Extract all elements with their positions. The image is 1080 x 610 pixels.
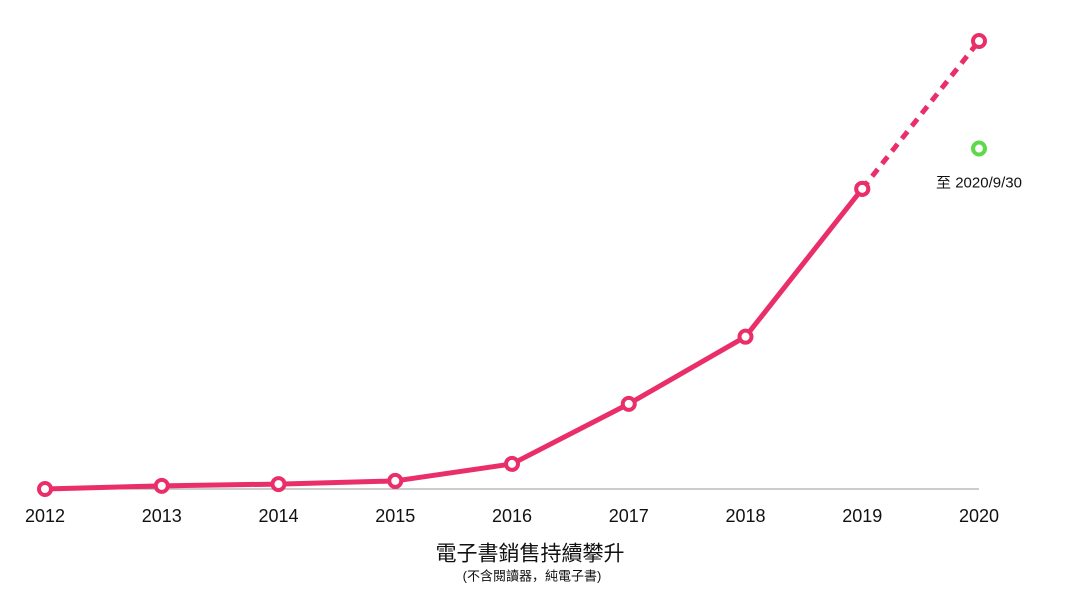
point <box>971 33 987 49</box>
line <box>860 39 981 191</box>
x-tick-label: 2020 <box>959 506 999 526</box>
x-tick-label: 2016 <box>492 506 532 526</box>
point <box>971 140 987 157</box>
x-tick-label: 2014 <box>258 506 298 526</box>
point <box>737 328 754 345</box>
x-tick-label: 2018 <box>725 506 765 526</box>
chart-subtitle: (不含閱讀器，純電子書) <box>463 568 602 583</box>
point <box>854 180 871 197</box>
point <box>270 476 287 493</box>
x-tick-label: 2012 <box>25 506 65 526</box>
point <box>37 481 53 497</box>
x-tick-label: 2017 <box>609 506 649 526</box>
x-tick-label: 2013 <box>142 506 182 526</box>
x-tick-label: 2015 <box>375 506 415 526</box>
annotation: 至 2020/9/30 <box>936 174 1022 191</box>
line <box>44 187 865 492</box>
chart-title: 電子書銷售持續攀升 <box>436 543 625 566</box>
x-tick-label: 2019 <box>842 506 882 526</box>
point <box>153 477 170 494</box>
point <box>504 455 520 472</box>
point <box>387 472 404 489</box>
point <box>620 395 637 412</box>
